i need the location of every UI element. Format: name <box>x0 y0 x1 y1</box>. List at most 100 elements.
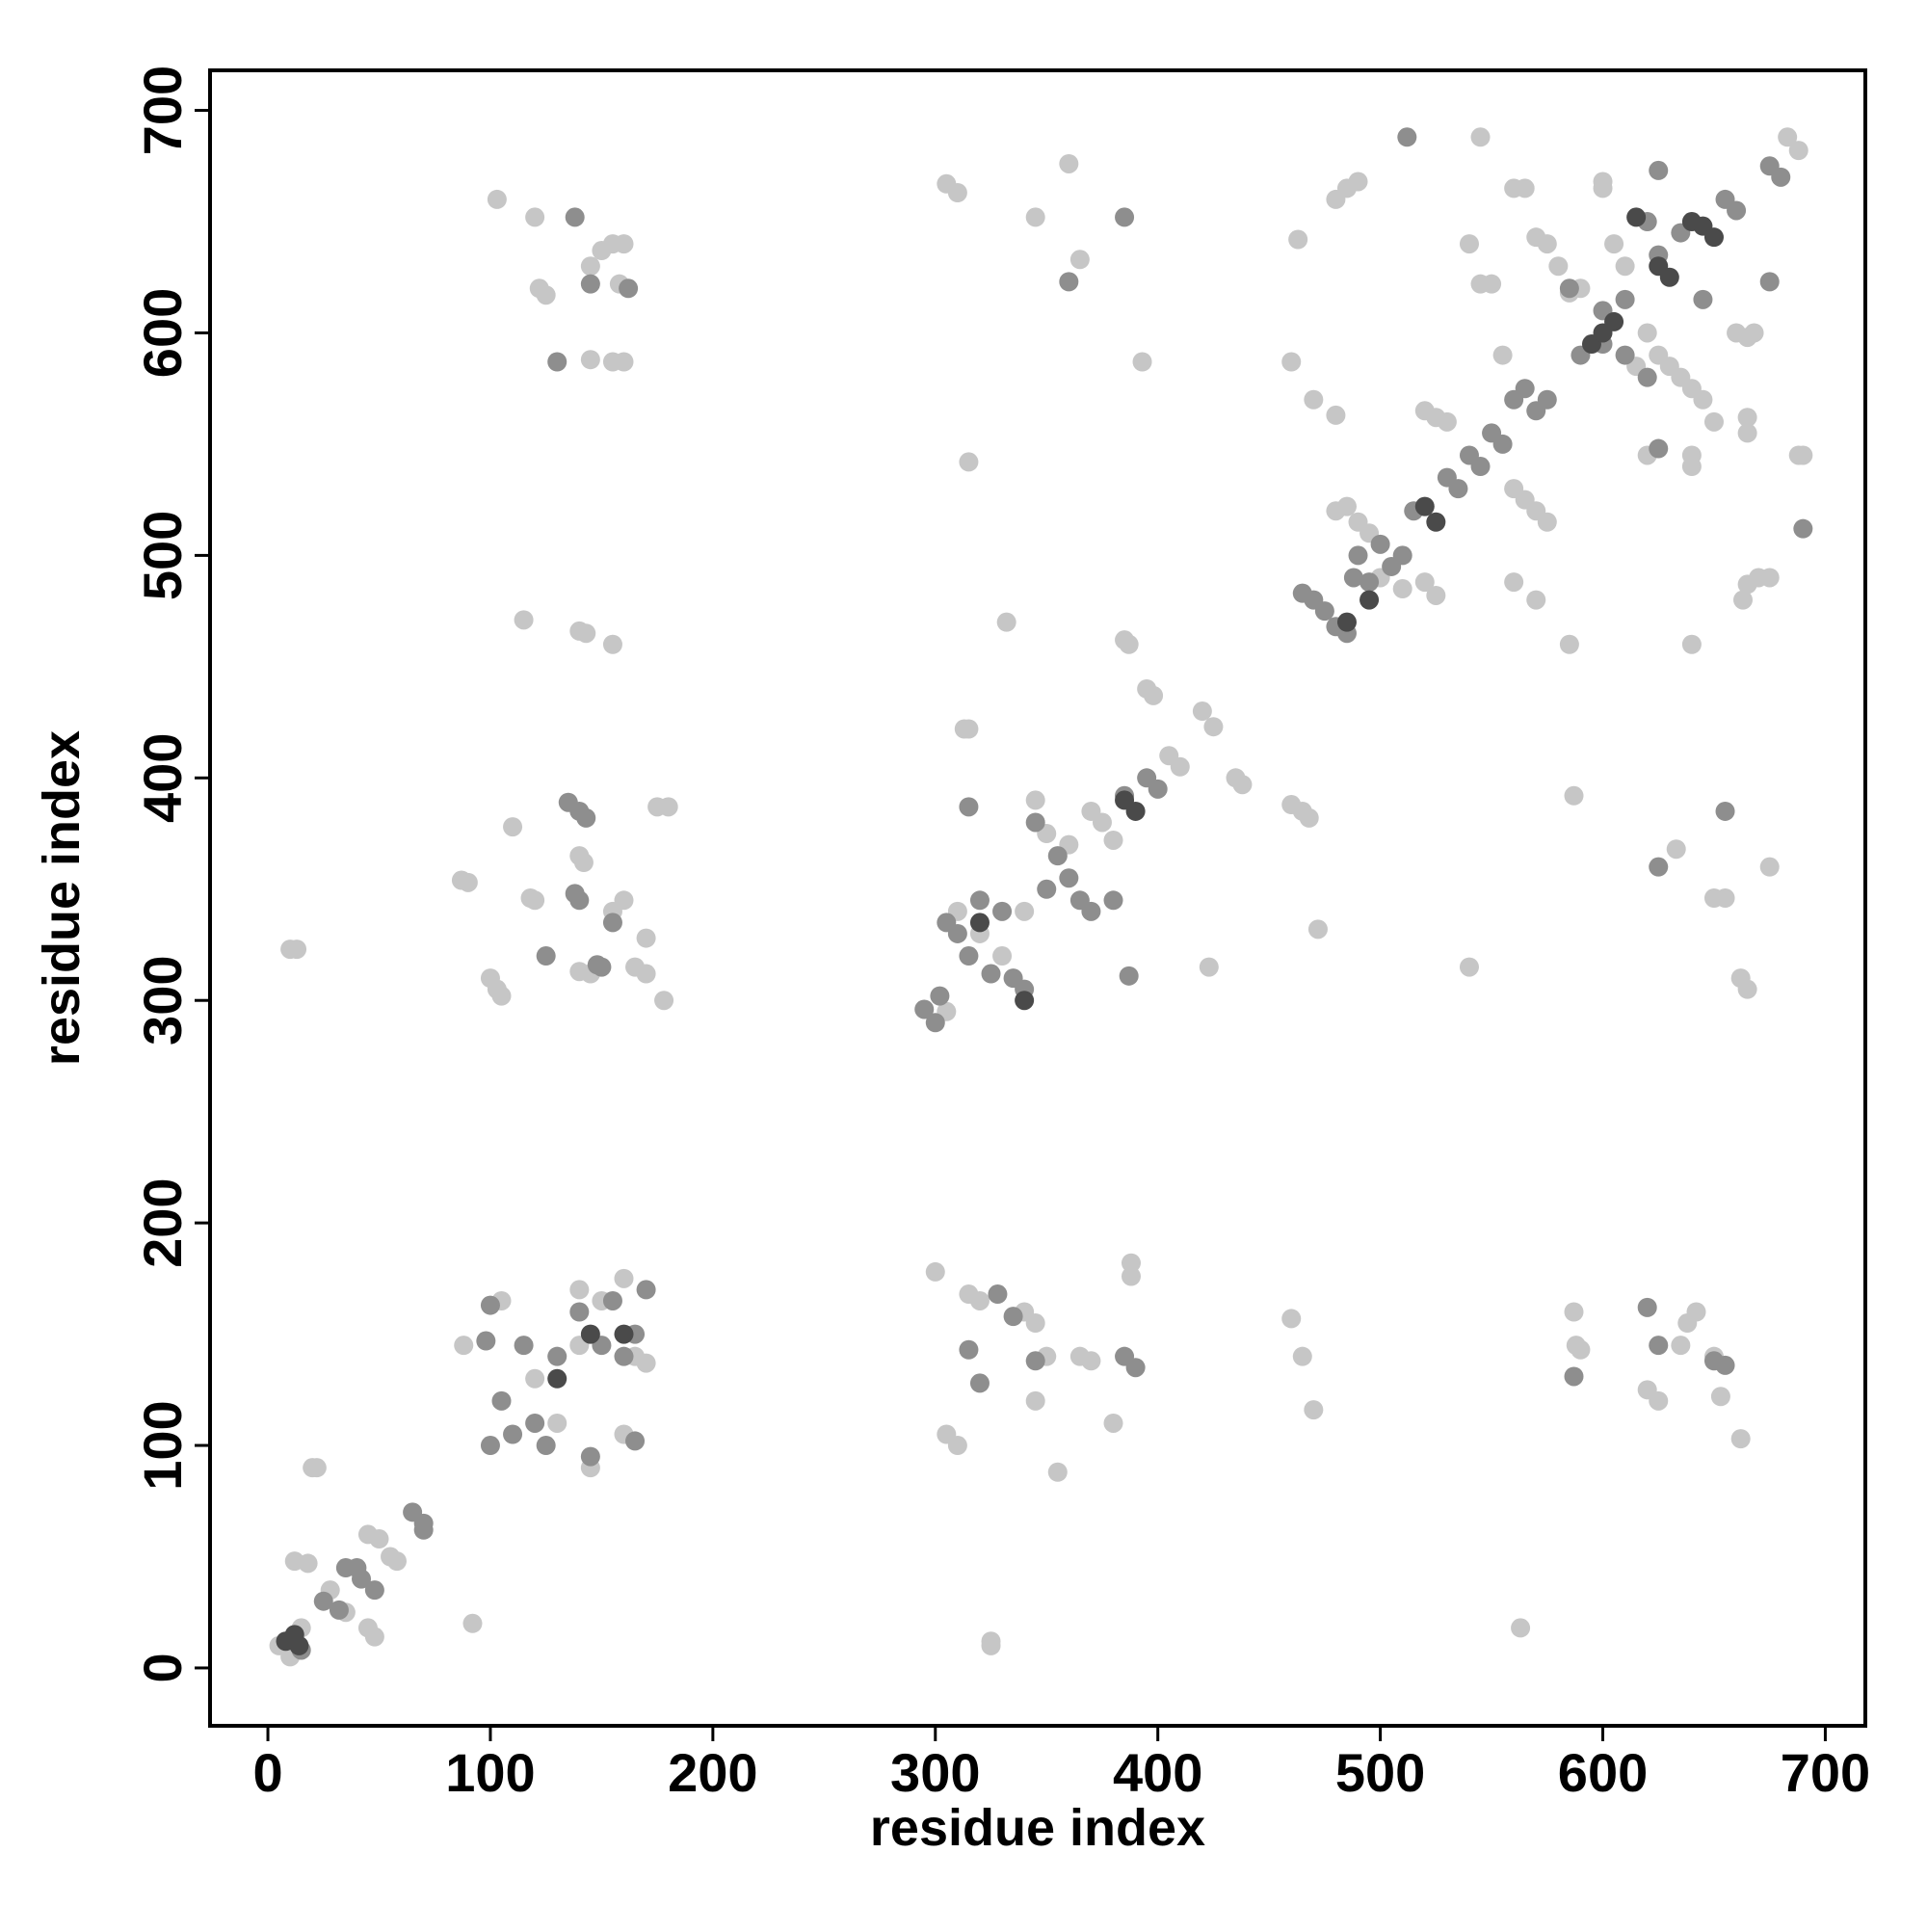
point <box>1492 345 1513 365</box>
point <box>536 285 556 305</box>
point <box>1192 701 1212 722</box>
point <box>1693 389 1713 410</box>
point <box>636 964 656 984</box>
point <box>1571 1339 1591 1360</box>
point <box>569 1280 590 1300</box>
point <box>1304 389 1324 410</box>
point <box>480 1436 500 1456</box>
point <box>1470 127 1491 147</box>
point <box>462 1613 483 1633</box>
point <box>1771 167 1791 187</box>
point <box>614 890 634 911</box>
point <box>1069 250 1090 270</box>
point <box>1693 289 1713 309</box>
point <box>947 183 967 203</box>
point <box>654 991 674 1011</box>
point <box>298 1553 318 1574</box>
point <box>1025 1313 1045 1334</box>
point <box>1686 1302 1706 1322</box>
point <box>547 1368 568 1389</box>
point <box>1515 178 1535 198</box>
point <box>1649 256 1669 277</box>
point <box>1426 512 1446 532</box>
x-axis-title: residue index <box>870 1799 1205 1857</box>
point <box>1397 127 1417 147</box>
point <box>959 946 979 966</box>
point <box>996 612 1016 632</box>
x-tick-label: 700 <box>1781 1742 1870 1803</box>
point <box>1537 234 1557 254</box>
point <box>1125 801 1146 821</box>
point <box>386 1551 407 1572</box>
point <box>1448 479 1468 499</box>
x-tick-label: 0 <box>252 1742 282 1803</box>
point <box>1081 901 1101 921</box>
point <box>587 955 607 975</box>
point <box>576 623 596 644</box>
point <box>1649 1390 1669 1411</box>
plot-frame <box>208 68 1867 1728</box>
point <box>547 1413 568 1433</box>
point <box>1119 966 1139 986</box>
point <box>602 1290 622 1310</box>
point <box>959 1339 979 1360</box>
point <box>1727 200 1747 221</box>
point <box>1144 685 1164 705</box>
point <box>1715 801 1735 821</box>
point <box>1059 272 1079 292</box>
y-axis-title: residue index <box>33 730 91 1066</box>
point <box>1710 1387 1730 1407</box>
point <box>658 797 678 817</box>
point <box>1470 457 1491 477</box>
point <box>1047 846 1068 866</box>
point <box>1288 229 1308 250</box>
point <box>1081 1351 1101 1371</box>
point <box>536 1436 556 1456</box>
point <box>514 1336 534 1356</box>
point <box>1730 1429 1751 1449</box>
point <box>1492 434 1513 454</box>
point <box>329 1600 349 1620</box>
point <box>1148 779 1168 799</box>
point <box>1348 545 1368 566</box>
point <box>1392 545 1412 566</box>
point <box>369 1529 389 1549</box>
point <box>1732 590 1753 610</box>
point <box>565 207 585 227</box>
point <box>580 350 600 370</box>
point <box>306 1458 327 1478</box>
point <box>1737 979 1757 999</box>
y-tick-label: 100 <box>132 1400 193 1490</box>
point <box>1637 323 1657 343</box>
point <box>547 352 568 372</box>
point <box>959 719 979 739</box>
point <box>287 940 307 960</box>
point <box>1199 957 1219 977</box>
point <box>1744 323 1764 343</box>
point <box>573 853 594 873</box>
point <box>565 884 585 904</box>
point <box>1281 352 1302 372</box>
point <box>1370 534 1390 554</box>
point <box>1715 1355 1735 1375</box>
point <box>1593 172 1613 192</box>
point <box>1132 352 1152 372</box>
point <box>1015 901 1035 921</box>
point <box>1359 572 1380 593</box>
point <box>1526 590 1546 610</box>
point <box>1025 1390 1045 1411</box>
point <box>1788 141 1808 161</box>
point <box>454 1336 474 1356</box>
point <box>1615 289 1635 309</box>
point <box>525 1413 545 1433</box>
point <box>602 913 622 933</box>
y-tick-label: 300 <box>132 956 193 1045</box>
point <box>547 1346 568 1366</box>
x-tick-label: 300 <box>890 1742 980 1803</box>
point <box>1203 717 1224 737</box>
point <box>413 1520 434 1540</box>
point <box>1348 172 1368 192</box>
point <box>536 946 556 966</box>
point <box>981 1631 1001 1652</box>
